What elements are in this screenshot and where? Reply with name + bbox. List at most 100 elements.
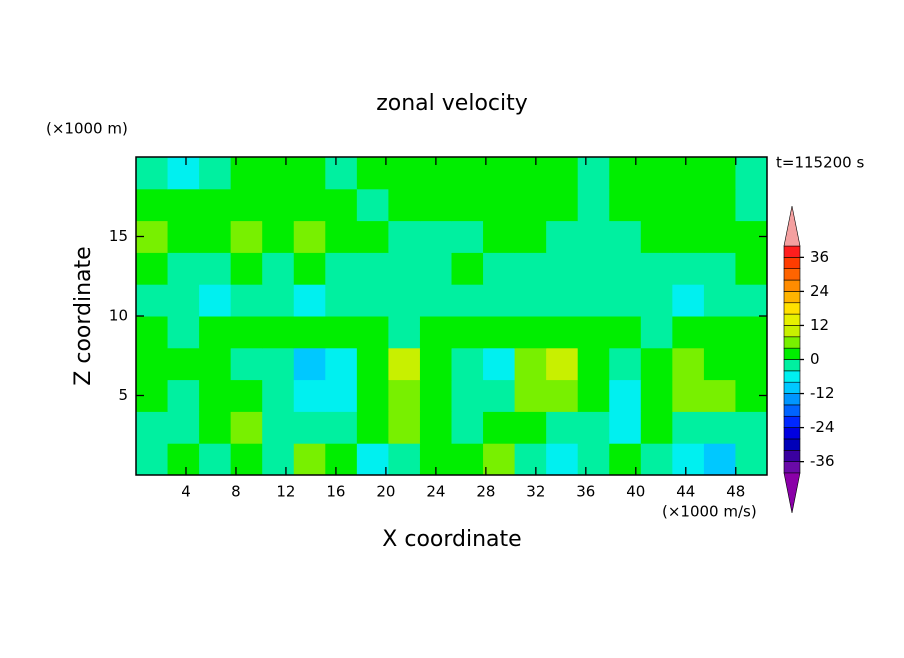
contour-cell [703,188,736,222]
colorbar-under [783,472,801,514]
contour-cell [703,411,736,444]
x-axis-label: X coordinate [382,527,521,552]
contour-cell [230,284,263,317]
colorbar-band [783,370,801,383]
contour-cell [672,157,705,190]
colorbar-tick-label: 36 [810,248,829,266]
contour-cell [514,411,547,444]
colorbar-band [783,313,801,326]
contour-cell [735,411,768,444]
contour-cell [325,443,358,476]
contour-cell [356,379,389,412]
contour-cell [230,220,263,253]
contour-cell [451,379,484,412]
x-units: (×1000 m/s) [662,503,757,521]
contour-cell [293,284,326,317]
contour-cell [356,411,389,444]
contour-cell [388,443,421,476]
contour-cell [735,157,768,190]
colorbar-band [783,438,801,451]
contour-cell [640,188,673,222]
contour-cell [451,157,484,190]
contour-cell [325,347,358,381]
contour-cell [230,252,263,285]
contour-cell [325,188,358,222]
contour-cell [262,347,295,381]
contour-cell [325,411,358,444]
contour-cell [483,316,516,349]
contour-cell [735,443,768,476]
contour-cell [703,379,736,412]
contour-cell [262,188,295,222]
contour-cell [419,252,452,285]
contour-cell [419,284,452,317]
contour-cell [167,188,200,222]
colorbar-band [783,268,801,281]
contour-cell [483,252,516,285]
contour-cell [167,284,200,317]
contour-cell [199,252,232,285]
contour-cell [577,220,610,253]
colorbar-band [783,336,801,349]
contour-cell [514,316,547,349]
contour-cell [703,252,736,285]
contour-cell [703,443,736,476]
contour-cell [672,252,705,285]
contour-cell [388,157,421,190]
contour-cell [199,188,232,222]
contour-cell [640,252,673,285]
contour-cell [199,316,232,349]
contour-cell [451,316,484,349]
x-tick-label: 16 [326,483,345,501]
y-tick-label: 10 [109,307,128,325]
contour-cell [419,316,452,349]
colorbar-tick-label: 24 [810,282,829,300]
contour-cell [262,220,295,253]
contour-cell [136,316,169,349]
contour-cell [293,443,326,476]
contour-cell [703,220,736,253]
contour-cell [293,220,326,253]
contour-cell [199,411,232,444]
contour-cell [262,316,295,349]
colorbar-band [783,279,801,292]
contour-cell [230,316,263,349]
contour-cell [640,411,673,444]
contour-cell [451,284,484,317]
contour-cell [577,379,610,412]
contour-cell [136,347,169,381]
contour-cell [672,411,705,444]
contour-cell [356,252,389,285]
contour-cell [609,347,642,381]
contour-cell [419,411,452,444]
x-tick-label: 8 [231,483,241,501]
contour-cell [672,379,705,412]
contour-cell [703,316,736,349]
colorbar-band [783,302,801,315]
contour-cell [546,157,579,190]
contour-cell [672,347,705,381]
contour-cell [262,157,295,190]
contour-cell [577,157,610,190]
colorbar-band [783,325,801,338]
contour-cell [356,316,389,349]
contour-cell [546,347,579,381]
contour-cell [451,347,484,381]
contour-cell [483,379,516,412]
contour-cell [609,284,642,317]
contour-cell [703,284,736,317]
contour-cell [609,157,642,190]
contour-cell [293,252,326,285]
contour-cell [609,379,642,412]
contour-cell [167,252,200,285]
contour-cell [199,284,232,317]
colorbar-tick-label: -24 [810,418,835,436]
contour-cell [167,157,200,190]
contour-cell [609,252,642,285]
contour-cell [136,411,169,444]
contour-cell [546,316,579,349]
colorbar-band [783,257,801,270]
contour-cell [167,443,200,476]
contour-cell [293,316,326,349]
